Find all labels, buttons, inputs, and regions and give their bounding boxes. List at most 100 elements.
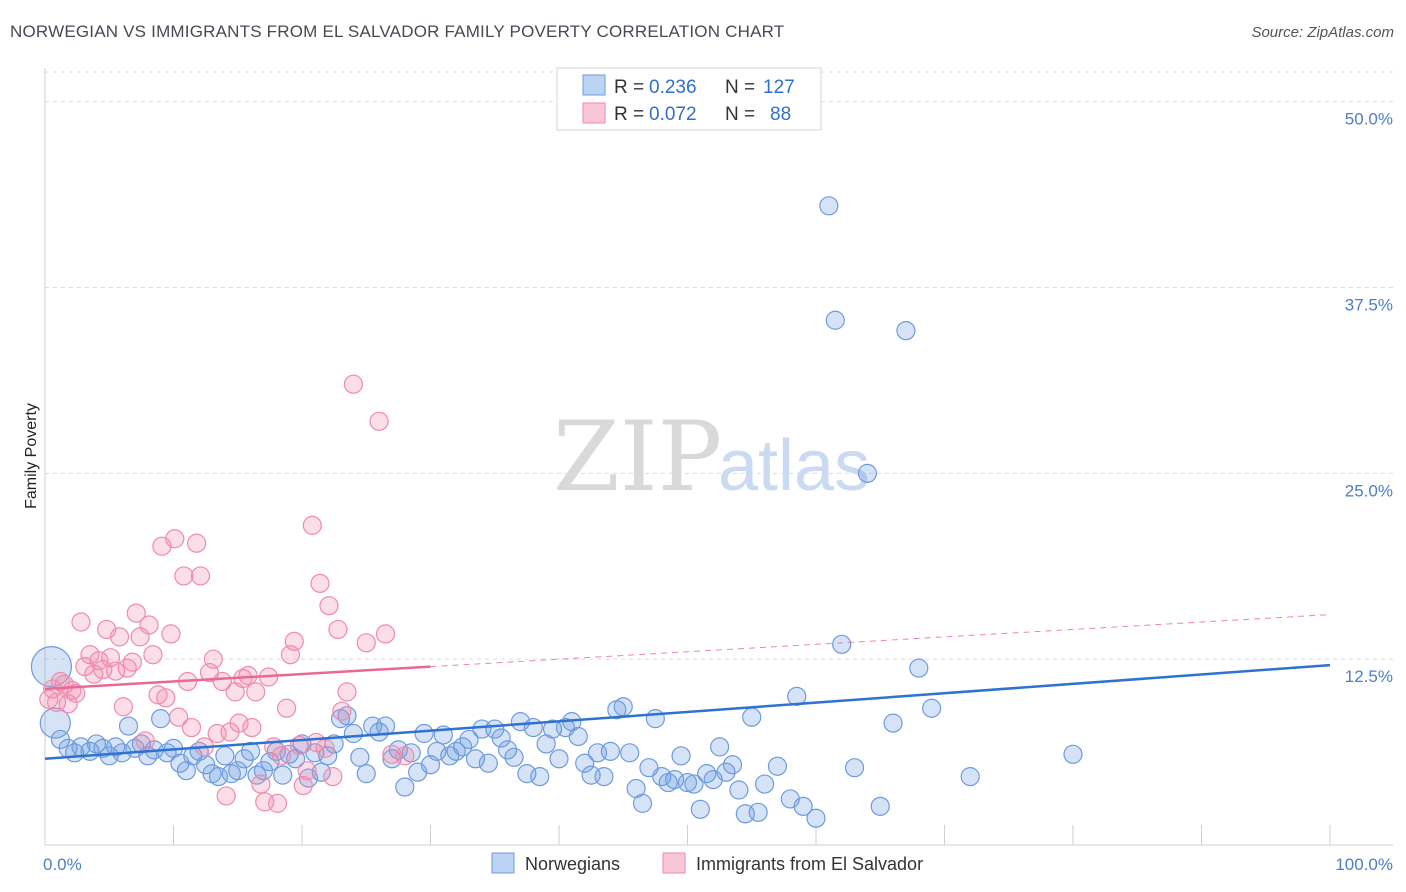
el-salvador-point-41 <box>212 671 232 692</box>
trend-solid-0 <box>44 663 1331 761</box>
el-salvador-point-47 <box>238 665 258 686</box>
norwegian-point-71 <box>498 740 518 760</box>
bottom-legend-label-norwegians: Norwegians <box>525 854 620 874</box>
legend-swatch-el-salvador <box>582 102 606 124</box>
norwegian-point-106 <box>722 755 743 775</box>
x-tick-label-1: 100.0% <box>1335 855 1393 874</box>
bottom-legend-swatch-norwegians <box>491 852 515 874</box>
y-tick-label-2: 37.5% <box>1345 296 1393 315</box>
legend-n-value-2: 88 <box>770 104 791 125</box>
trend-solid-1 <box>44 665 431 691</box>
norwegian-point-101 <box>690 799 710 819</box>
norwegian-point-92 <box>632 793 653 813</box>
el-salvador-point-67 <box>323 767 343 787</box>
norwegian-point-111 <box>754 774 775 794</box>
el-salvador-point-60 <box>293 775 313 796</box>
watermark-zip: ZIP <box>553 401 722 513</box>
norwegian-point-55 <box>395 777 415 797</box>
legend-r-value-1: 0.236 <box>649 77 697 98</box>
el-salvador-point-25 <box>143 645 163 665</box>
norwegian-point-30 <box>234 749 254 769</box>
norwegian-point-49 <box>356 764 376 784</box>
y-tick-label-3: 50.0% <box>1345 110 1393 129</box>
norwegian-point-86 <box>594 767 614 787</box>
el-salvador-point-29 <box>161 624 181 644</box>
el-salvador-point-65 <box>315 738 335 758</box>
el-salvador-point-30 <box>165 529 185 549</box>
norwegian-point-109 <box>742 707 762 727</box>
norwegian-point-68 <box>478 753 498 773</box>
el-salvador-point-8 <box>71 612 91 632</box>
norwegian-point-128 <box>1063 744 1083 764</box>
norwegian-point-17 <box>151 709 171 729</box>
el-salvador-point-18 <box>113 697 133 717</box>
norwegian-point-83 <box>575 753 595 773</box>
norwegian-point-115 <box>793 796 813 816</box>
norwegian-point-104 <box>710 737 730 757</box>
norwegian-point-99 <box>677 772 698 793</box>
norwegian-point-65 <box>459 729 479 750</box>
norwegian-point-75 <box>523 717 543 738</box>
trend-lines <box>44 614 1331 761</box>
el-salvador-point-56 <box>276 698 297 718</box>
y-tick-labels: 12.5% 25.0% 37.5% 50.0% <box>1345 110 1393 686</box>
norwegian-point-112 <box>767 756 788 776</box>
norwegian-point-90 <box>620 743 640 763</box>
norwegian-point-122 <box>870 796 890 816</box>
el-salvador-point-49 <box>246 682 266 702</box>
el-salvador-point-21 <box>126 603 146 623</box>
el-salvador-point-45 <box>229 713 249 733</box>
el-salvador-point-16 <box>106 661 126 681</box>
norwegian-point-64 <box>453 737 473 757</box>
norwegian-point-34 <box>260 752 280 772</box>
y-tick-label-1: 25.0% <box>1345 481 1393 500</box>
axes <box>44 68 1393 846</box>
norwegian-point-120 <box>844 758 865 778</box>
el-salvador-point-7 <box>66 683 86 703</box>
norwegian-point-31 <box>241 741 261 761</box>
legend-r-label-2: R = <box>614 104 644 125</box>
el-salvador-point-17 <box>109 627 130 647</box>
norwegian-point-98 <box>671 746 691 766</box>
el-salvador-point-54 <box>267 793 288 813</box>
norwegian-point-48 <box>350 747 370 767</box>
legend-n-value-1: 127 <box>763 77 795 98</box>
norwegian-point-105 <box>716 762 736 782</box>
norwegian-point-76 <box>530 767 550 787</box>
el-salvador-point-58 <box>284 631 304 651</box>
el-salvador-point-24 <box>139 615 159 635</box>
bottom-legend: Norwegians Immigrants from El Salvador <box>491 852 923 874</box>
legend-r-label-1: R = <box>614 77 644 98</box>
el-salvador-point-39 <box>203 649 223 669</box>
el-salvador-point-55 <box>271 746 292 766</box>
watermark: ZIP atlas <box>553 401 870 513</box>
data-points <box>30 196 1083 828</box>
norwegian-point-114 <box>787 686 807 706</box>
el-salvador-point-28 <box>156 688 176 708</box>
el-salvador-point-64 <box>310 573 330 593</box>
norwegian-point-70 <box>491 728 511 748</box>
watermark-atlas: atlas <box>718 426 870 506</box>
norwegian-point-87 <box>600 741 621 761</box>
norwegian-point-126 <box>922 698 942 718</box>
el-salvador-point-70 <box>337 682 357 702</box>
el-salvador-point-32 <box>174 566 194 586</box>
el-salvador-point-61 <box>297 761 317 781</box>
norwegian-point-94 <box>645 709 665 729</box>
norwegian-point-12 <box>118 716 139 736</box>
bottom-legend-swatch-el-salvador <box>662 852 686 874</box>
norwegian-point-119 <box>832 634 852 654</box>
el-salvador-point-0 <box>39 689 59 709</box>
norwegian-point-123 <box>883 713 903 733</box>
gridlines <box>45 71 1393 660</box>
el-salvador-point-76 <box>395 746 415 766</box>
legend-r-value-2: 0.072 <box>649 104 697 125</box>
norwegian-point-60 <box>427 741 447 761</box>
chart-title: NORWEGIAN VS IMMIGRANTS FROM EL SALVADOR… <box>10 22 785 41</box>
el-salvador-point-62 <box>302 515 322 535</box>
norwegian-point-124 <box>896 321 916 341</box>
el-salvador-point-68 <box>328 619 348 640</box>
norwegian-point-125 <box>909 658 929 678</box>
el-salvador-point-48 <box>242 717 262 738</box>
norwegian-point-110 <box>748 802 768 822</box>
